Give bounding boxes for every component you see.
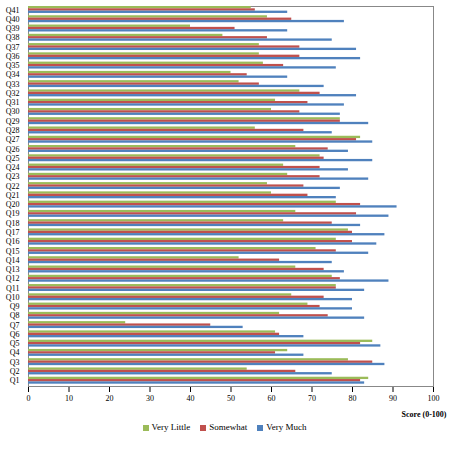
html-text:Very Little: Very Little bbox=[151, 422, 191, 432]
svg-text:Q8: Q8 bbox=[10, 311, 20, 320]
html-text:Very Much: Very Much bbox=[266, 422, 307, 432]
svg-text:Q18: Q18 bbox=[6, 219, 20, 228]
svg-text:Q3: Q3 bbox=[10, 358, 20, 367]
svg-text:Q13: Q13 bbox=[6, 265, 20, 274]
svg-text:Q12: Q12 bbox=[6, 274, 20, 283]
svg-text:Q11: Q11 bbox=[6, 284, 19, 293]
svg-text:60: 60 bbox=[268, 394, 276, 403]
svg-text:30: 30 bbox=[146, 394, 154, 403]
svg-text:Q36: Q36 bbox=[6, 52, 20, 61]
svg-text:Q19: Q19 bbox=[6, 209, 20, 218]
svg-text:Q28: Q28 bbox=[6, 126, 20, 135]
svg-text:Q34: Q34 bbox=[6, 70, 20, 79]
svg-text:Q32: Q32 bbox=[6, 89, 20, 98]
svg-text:50: 50 bbox=[227, 394, 235, 403]
svg-text:Q1: Q1 bbox=[10, 376, 20, 385]
svg-text:Q24: Q24 bbox=[6, 163, 20, 172]
svg-text:Q23: Q23 bbox=[6, 172, 20, 181]
svg-text:Q4: Q4 bbox=[10, 348, 20, 357]
svg-text:Q29: Q29 bbox=[6, 117, 20, 126]
svg-text:Q35: Q35 bbox=[6, 61, 20, 70]
svg-text:10: 10 bbox=[65, 394, 73, 403]
svg-text:Q39: Q39 bbox=[6, 24, 20, 33]
svg-text:Q14: Q14 bbox=[6, 256, 20, 265]
svg-text:Q9: Q9 bbox=[10, 302, 20, 311]
svg-text:Q10: Q10 bbox=[6, 293, 20, 302]
svg-text:70: 70 bbox=[308, 394, 316, 403]
svg-text:Q31: Q31 bbox=[6, 98, 20, 107]
svg-text:Q15: Q15 bbox=[6, 247, 20, 256]
svg-text:Q5: Q5 bbox=[10, 339, 20, 348]
svg-text:0: 0 bbox=[27, 394, 31, 403]
svg-text:Q21: Q21 bbox=[6, 191, 20, 200]
svg-text:Q7: Q7 bbox=[10, 321, 20, 330]
svg-text:100: 100 bbox=[428, 394, 440, 403]
svg-text:Score (0-100): Score (0-100) bbox=[402, 410, 447, 419]
svg-text:Q26: Q26 bbox=[6, 145, 20, 154]
svg-text:Q16: Q16 bbox=[6, 237, 20, 246]
svg-text:Q40: Q40 bbox=[6, 15, 20, 24]
svg-text:Q41: Q41 bbox=[6, 6, 20, 15]
svg-text:Q37: Q37 bbox=[6, 43, 20, 52]
svg-text:20: 20 bbox=[106, 394, 114, 403]
svg-text:Q38: Q38 bbox=[6, 33, 20, 42]
svg-text:Q6: Q6 bbox=[10, 330, 20, 339]
svg-text:Q25: Q25 bbox=[6, 154, 20, 163]
html-text:Somewhat: Somewhat bbox=[209, 422, 248, 432]
svg-text:90: 90 bbox=[389, 394, 397, 403]
svg-text:Q30: Q30 bbox=[6, 107, 20, 116]
svg-text:Q20: Q20 bbox=[6, 200, 20, 209]
svg-text:Q33: Q33 bbox=[6, 80, 20, 89]
svg-text:Q17: Q17 bbox=[6, 228, 20, 237]
svg-text:80: 80 bbox=[349, 394, 357, 403]
svg-text:Q2: Q2 bbox=[10, 367, 20, 376]
svg-text:Q27: Q27 bbox=[6, 135, 20, 144]
svg-text:40: 40 bbox=[187, 394, 195, 403]
svg-text:Q22: Q22 bbox=[6, 182, 20, 191]
